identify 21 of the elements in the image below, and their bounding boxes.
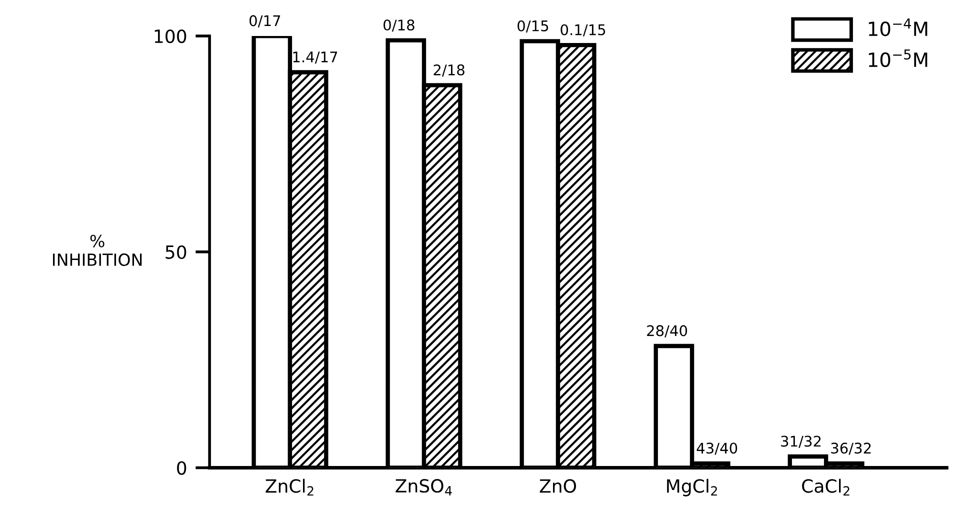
x-tick-label: CaCl$_{2}$ <box>802 478 850 496</box>
data-label: 0.1/15 <box>560 24 606 36</box>
x-tick-label: ZnSO$_{4}$ <box>396 479 452 496</box>
y-tick-label: 0 <box>177 461 186 475</box>
data-label: 0/15 <box>518 20 548 33</box>
x-tick-label: MgCl$_{2}$ <box>667 478 717 496</box>
data-label: 2/18 <box>434 64 464 77</box>
x-tick-label: ZnO <box>540 479 576 493</box>
data-label: 28/40 <box>647 325 688 338</box>
data-label: 0/17 <box>250 15 280 28</box>
data-label: 36/32 <box>831 442 871 455</box>
legend-label: 10$^{−5}$M <box>868 49 928 68</box>
y-tick-label: 50 <box>166 245 186 259</box>
x-tick-label: ZnCl$_{2}$ <box>266 478 314 496</box>
data-label: 43/40 <box>696 442 738 455</box>
data-label: 1.4/17 <box>293 52 338 64</box>
data-label: 0/18 <box>384 19 414 32</box>
legend-label: 10$^{−4}$M <box>868 18 928 36</box>
y-axis-title: % INHIBITION <box>53 234 142 266</box>
y-tick-label: 100 <box>154 29 186 44</box>
data-label: 31/32 <box>781 436 821 448</box>
